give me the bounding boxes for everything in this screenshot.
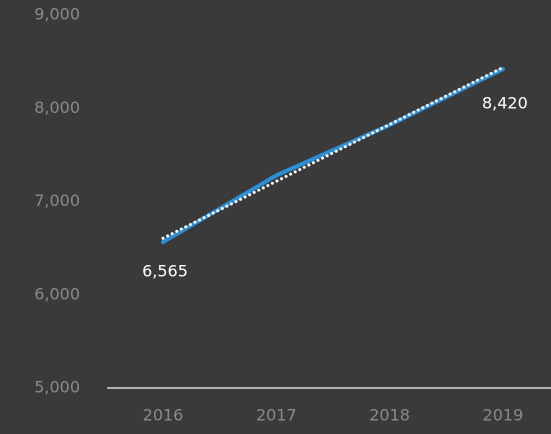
y-tick-label: 6,000 <box>34 284 80 303</box>
y-tick-label: 5,000 <box>34 378 80 397</box>
trendline <box>161 65 505 240</box>
x-tick-label: 2017 <box>256 406 297 425</box>
data-label: 6,565 <box>142 262 188 281</box>
x-tick-label: 2018 <box>369 406 410 425</box>
y-tick-label: 7,000 <box>34 191 80 210</box>
y-tick-label: 8,000 <box>34 98 80 117</box>
y-tick-label: 9,000 <box>34 5 80 24</box>
data-label: 8,420 <box>482 94 528 113</box>
x-tick-label: 2019 <box>483 406 524 425</box>
x-tick-label: 2016 <box>143 406 184 425</box>
data-line <box>161 67 505 245</box>
